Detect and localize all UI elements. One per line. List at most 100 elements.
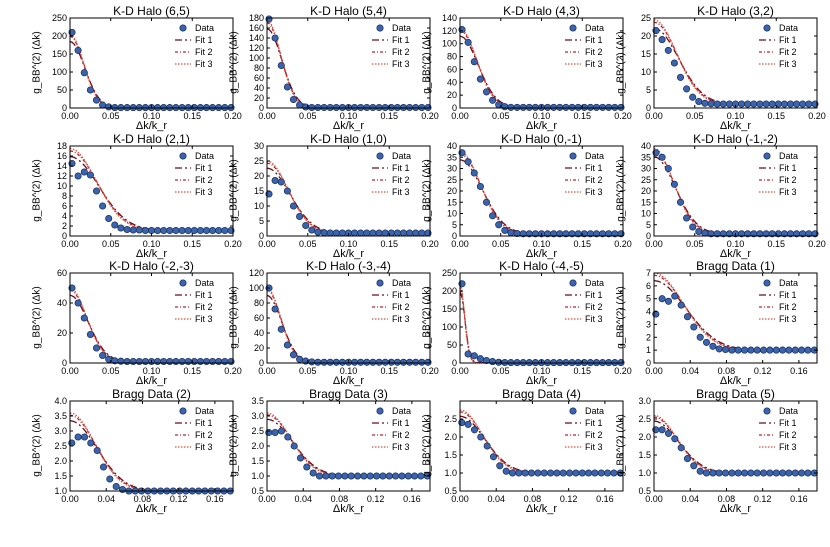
data-point [766, 346, 774, 354]
data-point [696, 467, 704, 475]
x-tick-label: 0.00 [451, 239, 469, 249]
legend-line-icon [759, 167, 775, 169]
x-tick-label: 0.20 [808, 239, 826, 249]
data-point [338, 358, 346, 366]
data-point [670, 180, 678, 188]
x-tick-label: 0.16 [596, 494, 614, 504]
legend: Data Fit 1 Fit 2 Fit 3 [759, 150, 798, 198]
data-point [196, 357, 204, 366]
y-axis-label: g_BB^(2) (Δk) [31, 31, 43, 94]
legend-entry: Fit 2 [565, 174, 604, 186]
x-tick-label: 0.15 [380, 239, 398, 249]
x-tick-label: 0.00 [61, 366, 79, 376]
data-point [658, 426, 666, 434]
panel-title: K-D Halo (0,-1) [501, 132, 582, 146]
panel-title: K-D Halo (3,2) [697, 4, 774, 18]
data-point [597, 469, 605, 477]
y-axis-label: g_BB^(2) (Δk) [615, 31, 627, 94]
y-tick-label: 2.5 [638, 414, 651, 424]
legend-label: Fit 3 [392, 59, 410, 69]
panel-plot: 0 50 100 150 200 250 0.00 0.05 0.10 0.15 0.20 [442, 268, 632, 376]
legend-entry: Fit 1 [759, 162, 798, 174]
y-tick-label: 40 [254, 328, 264, 338]
y-tick-label: 5 [646, 220, 651, 230]
legend-label: Fit 3 [195, 314, 213, 324]
y-tick-label: 60 [254, 73, 264, 83]
panel-plot: 0 5 10 15 20 25 30 0.00 0.05 0.10 0.15 0.20 [254, 141, 439, 249]
data-point [357, 229, 365, 237]
legend-entry: Fit 1 [759, 417, 798, 429]
x-tick-label: 0.10 [533, 111, 551, 121]
legend: Data Fit 1 Fit 2 Fit 3 [175, 277, 214, 325]
data-point [482, 198, 491, 206]
y-axis-label: g_BB^(2) (Δk) [421, 31, 433, 94]
data-point [315, 472, 324, 480]
x-tick-label: 0.10 [727, 239, 745, 249]
legend-line-icon [372, 63, 388, 65]
legend-line-icon [759, 191, 775, 193]
data-point [750, 100, 758, 108]
legend-label: Fit 2 [195, 175, 213, 185]
y-tick-label: 20 [57, 328, 67, 338]
data-point [734, 469, 742, 477]
y-tick-label: 60 [447, 64, 457, 74]
legend-line-icon [759, 39, 775, 41]
y-tick-label: 120 [249, 268, 264, 278]
data-point [166, 357, 174, 366]
y-tick-label: 0.5 [638, 486, 651, 496]
data-point [271, 428, 279, 437]
data-point [670, 59, 678, 67]
data-point [277, 427, 286, 435]
legend: Data Fit 1 Fit 2 Fit 3 [175, 405, 214, 453]
legend: Data Fit 1 Fit 2 Fit 3 [175, 150, 214, 198]
legend-entry: Fit 3 [372, 441, 411, 453]
legend-label: Fit 3 [195, 442, 213, 452]
legend-label: Fit 2 [585, 430, 603, 440]
x-tick-label: 0.04 [97, 494, 115, 504]
data-point [363, 229, 371, 237]
data-point [513, 103, 521, 111]
data-point [341, 472, 349, 480]
legend-line-icon [175, 294, 191, 296]
legend-marker-icon [763, 152, 771, 160]
data-point [785, 346, 793, 354]
data-point [585, 469, 593, 477]
y-tick-label: 40 [641, 141, 651, 151]
data-point [507, 229, 515, 237]
y-axis-label: g_BB^(2) (Δk) [31, 159, 43, 222]
y-tick-label: 3.0 [54, 426, 67, 436]
x-tick-label: 0.08 [134, 494, 152, 504]
y-tick-label: 3.0 [638, 396, 651, 406]
data-point [695, 97, 703, 106]
data-point [519, 103, 527, 111]
data-point [379, 472, 387, 480]
panel-plot: 0.5 1.0 1.5 2.0 2.5 3.0 0.00 0.04 0.08 0.12 0.16 [638, 396, 818, 504]
y-tick-label: 0 [646, 358, 651, 368]
y-tick-label: 2.5 [54, 441, 67, 451]
legend-label: Data [779, 278, 799, 288]
y-axis-label: g_BB^(2) (Δk) [228, 286, 240, 349]
panel-title: Bragg Data (2) [112, 387, 191, 401]
legend-marker-icon [179, 279, 187, 287]
data-point [664, 429, 673, 437]
data-point [728, 469, 736, 477]
data-point [501, 226, 509, 234]
legend-entry: Fit 3 [565, 186, 604, 198]
legend: Data Fit 1 Fit 2 Fit 3 [759, 277, 798, 325]
y-tick-label: 3 [646, 319, 651, 329]
legend-label: Fit 1 [392, 35, 410, 45]
data-point [308, 358, 316, 366]
x-tick-label: 0.00 [451, 111, 469, 121]
legend-line-icon [372, 39, 388, 41]
x-tick-label: 0.05 [299, 111, 317, 121]
legend: Data Fit 1 Fit 2 Fit 3 [372, 150, 411, 198]
data-point [676, 73, 685, 81]
data-point [147, 226, 156, 235]
legend-label: Data [779, 23, 799, 33]
y-tick-label: 10 [641, 209, 651, 219]
y-tick-label: 10 [641, 67, 651, 77]
data-point [283, 83, 291, 91]
data-point [80, 433, 89, 441]
data-point [385, 472, 393, 480]
data-point [502, 467, 510, 475]
